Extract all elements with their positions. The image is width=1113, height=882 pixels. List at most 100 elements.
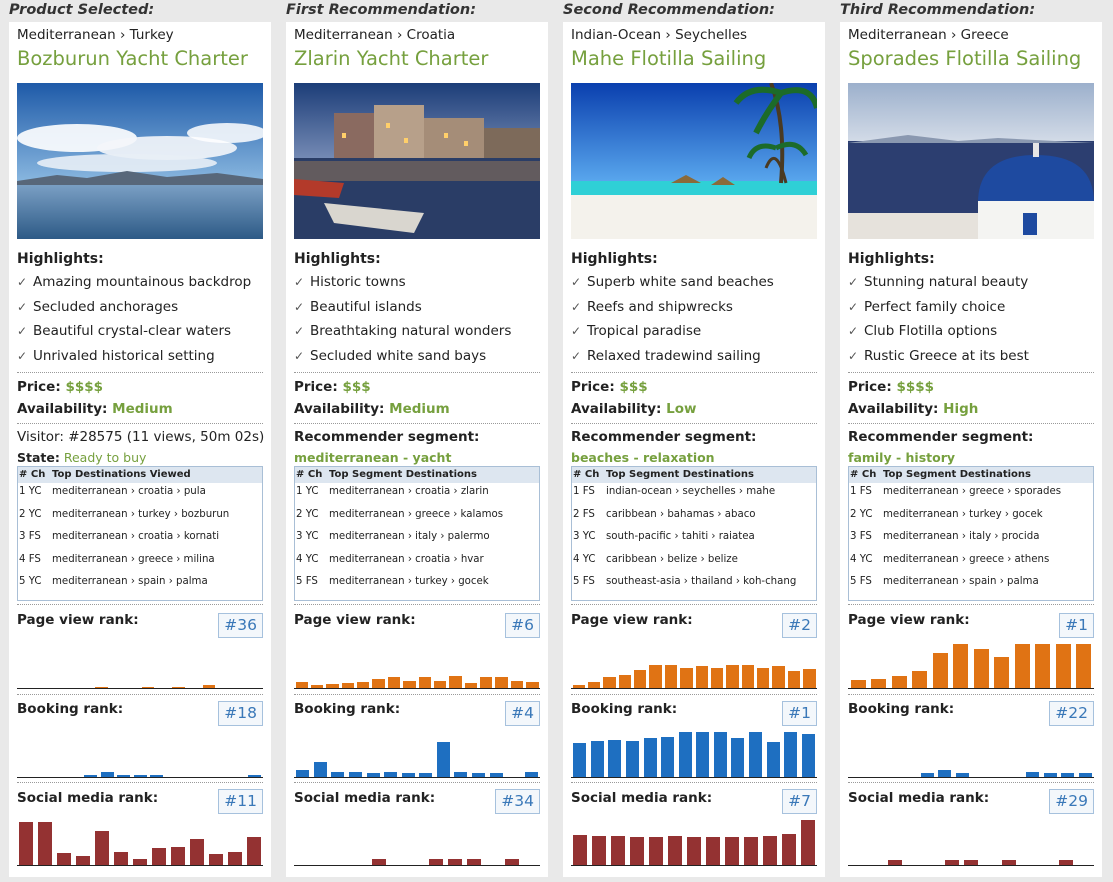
table-row[interactable]: 2 YC mediterranean › turkey › gocek [849,506,1093,529]
chart-bar[interactable] [891,676,907,689]
chart-bar[interactable] [772,666,785,689]
chart-bar[interactable] [428,859,443,866]
chart-bar[interactable] [95,831,110,866]
chart-bar[interactable] [384,772,398,778]
chart-bar[interactable] [76,856,91,866]
chart-bar[interactable] [349,772,362,778]
chart-bar[interactable] [133,859,147,866]
harbor-boat-photo[interactable] [294,83,540,239]
table-row[interactable]: 4 FS mediterranean › greece › milina [18,551,262,574]
chart-bar[interactable] [480,677,493,689]
page-view-rank-badge[interactable]: #6 [505,613,540,638]
chart-bar[interactable] [680,668,693,689]
chart-bar[interactable] [149,775,163,778]
chart-bar[interactable] [661,737,675,778]
chart-bar[interactable] [19,822,34,866]
social-rank-badge[interactable]: #7 [782,789,817,814]
chart-bar[interactable] [938,770,952,778]
chart-bar[interactable] [84,775,98,778]
chart-bar[interactable] [801,734,815,778]
table-row[interactable]: 3 FS mediterranean › croatia › kornati [18,528,262,551]
chart-bar[interactable] [757,668,770,689]
booking-rank-badge[interactable]: #22 [1049,701,1094,726]
chart-bar[interactable] [630,837,645,866]
chart-bar[interactable] [573,743,587,778]
chart-bar[interactable] [326,684,339,689]
chart-bar[interactable] [572,685,585,689]
chart-bar[interactable] [695,666,708,689]
chart-bar[interactable] [372,859,387,866]
chart-bar[interactable] [626,741,639,778]
chart-bar[interactable] [766,742,780,778]
chart-bar[interactable] [331,772,345,778]
chart-bar[interactable] [1055,644,1071,689]
chart-bar[interactable] [784,732,798,778]
chart-bar[interactable] [366,773,380,778]
chart-bar[interactable] [696,732,710,778]
chart-bar[interactable] [643,738,657,778]
chart-bar[interactable] [705,837,720,866]
tropical-beach-photo[interactable] [571,83,817,239]
chart-bar[interactable] [436,742,450,778]
chart-bar[interactable] [888,860,903,866]
table-row[interactable]: 5 YC mediterranean › spain › palma [18,573,262,596]
breadcrumb[interactable]: Mediterranean › Croatia [294,27,456,43]
chart-bar[interactable] [433,681,447,689]
chart-bar[interactable] [724,837,739,866]
chart-bar[interactable] [1014,644,1030,689]
chart-bar[interactable] [357,682,370,689]
chart-bar[interactable] [1026,772,1039,778]
table-row[interactable]: 3 YC mediterranean › italy › palermo [295,528,539,551]
chart-bar[interactable] [710,668,724,689]
chart-bar[interactable] [573,835,588,866]
blue-dome-church-photo[interactable] [848,83,1094,239]
table-row[interactable]: 3 YC south-pacific › tahiti › raiatea [572,528,816,551]
chart-bar[interactable] [953,644,969,689]
chart-bar[interactable] [170,847,185,866]
chart-bar[interactable] [803,669,816,689]
breadcrumb[interactable]: Mediterranean › Greece [848,27,1009,43]
table-row[interactable]: 1 FS mediterranean › greece › sporades [849,483,1093,506]
chart-bar[interactable] [341,683,354,689]
page-view-rank-badge[interactable]: #1 [1059,613,1094,638]
product-title[interactable]: Bozburun Yacht Charter [17,47,248,70]
chart-bar[interactable] [454,772,468,778]
product-title[interactable]: Mahe Flotilla Sailing [571,47,767,70]
chart-bar[interactable] [964,860,978,866]
table-row[interactable]: 1 FS indian-ocean › seychelles › mahe [572,483,816,506]
social-rank-badge[interactable]: #29 [1049,789,1094,814]
chart-bar[interactable] [472,773,485,778]
booking-rank-badge[interactable]: #1 [782,701,817,726]
chart-bar[interactable] [850,680,866,689]
chart-bar[interactable] [295,682,308,689]
product-title[interactable]: Sporades Flotilla Sailing [848,47,1082,70]
chart-bar[interactable] [401,773,415,778]
chart-bar[interactable] [587,682,601,689]
chart-bar[interactable] [618,675,631,689]
chart-bar[interactable] [296,770,310,778]
chart-bar[interactable] [1001,860,1016,866]
page-view-rank-badge[interactable]: #36 [218,613,263,638]
table-row[interactable]: 2 FS caribbean › bahamas › abaco [572,506,816,529]
chart-bar[interactable] [151,848,166,866]
chart-bar[interactable] [590,741,604,778]
chart-bar[interactable] [678,732,692,778]
table-row[interactable]: 1 YC mediterranean › croatia › zlarin [295,483,539,506]
chart-bar[interactable] [603,677,616,689]
chart-bar[interactable] [489,773,503,778]
chart-bar[interactable] [1078,773,1092,778]
chart-bar[interactable] [731,738,745,778]
chart-bar[interactable] [800,820,815,866]
chart-bar[interactable] [495,677,508,689]
chart-bar[interactable] [781,834,796,866]
chart-bar[interactable] [313,762,327,778]
chart-bar[interactable] [524,772,538,778]
table-row[interactable]: 4 YC caribbean › belize › belize [572,551,816,574]
chart-bar[interactable] [57,853,72,866]
chart-bar[interactable] [945,860,960,866]
chart-bar[interactable] [726,665,739,689]
chart-bar[interactable] [310,685,324,689]
chart-bar[interactable] [749,732,762,778]
chart-bar[interactable] [1061,773,1075,778]
chart-bar[interactable] [932,653,948,689]
